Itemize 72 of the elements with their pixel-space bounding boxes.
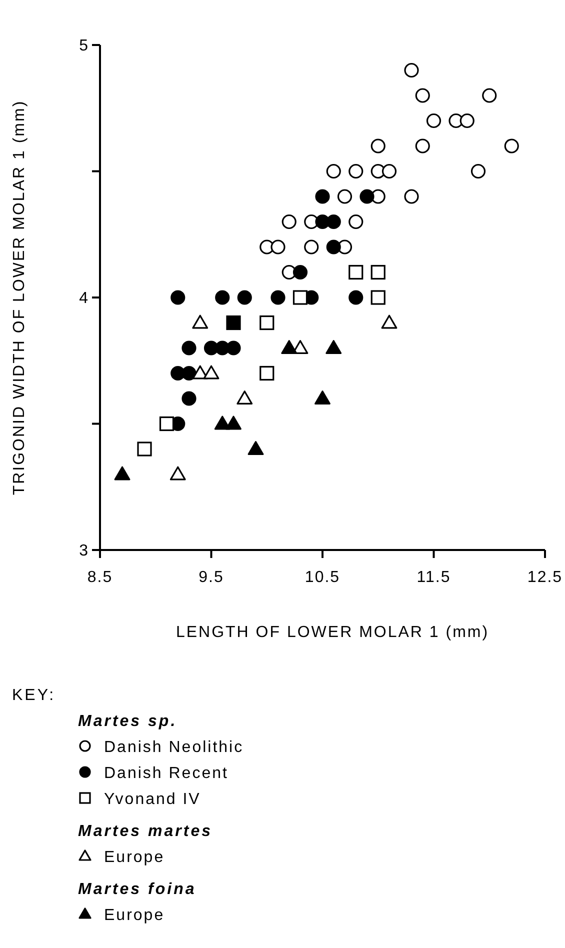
point xyxy=(248,441,264,455)
point xyxy=(415,88,430,103)
point xyxy=(404,189,419,204)
point xyxy=(348,214,364,230)
point xyxy=(326,164,341,179)
point xyxy=(114,466,130,480)
point xyxy=(237,290,252,305)
point xyxy=(504,138,519,154)
point xyxy=(260,366,274,381)
point xyxy=(170,290,186,305)
point xyxy=(292,290,308,305)
point xyxy=(182,391,196,406)
point xyxy=(282,214,296,230)
legend-label: Yvonand IV xyxy=(104,791,201,808)
x-tick-label: 8.5 xyxy=(87,569,113,586)
point xyxy=(415,138,430,154)
point xyxy=(170,466,186,480)
legend-label: Danish Neolithic xyxy=(104,739,244,756)
point xyxy=(159,416,174,432)
point xyxy=(281,340,298,354)
point xyxy=(137,442,152,456)
point xyxy=(404,62,419,78)
point xyxy=(348,164,364,179)
point xyxy=(192,314,208,329)
point xyxy=(270,240,286,254)
point xyxy=(381,314,398,329)
point xyxy=(292,264,308,280)
y-axis-title: TRIGONID WIDTH OF LOWER MOLAR 1 (mm) xyxy=(11,100,28,496)
x-tick-label: 11.5 xyxy=(416,569,451,586)
point xyxy=(348,290,364,305)
point xyxy=(226,416,242,430)
point xyxy=(482,88,497,103)
point xyxy=(192,365,208,380)
point xyxy=(315,189,330,204)
point xyxy=(304,240,319,254)
x-tick-label: 9.5 xyxy=(198,569,224,586)
text: Martes sp. xyxy=(78,713,178,730)
point xyxy=(215,290,230,305)
point xyxy=(314,390,330,404)
point xyxy=(326,240,341,254)
y-tick-label: 5 xyxy=(79,38,88,55)
point xyxy=(326,340,342,354)
point xyxy=(460,113,474,128)
point xyxy=(426,113,442,128)
x-tick-label: 12.5 xyxy=(527,569,563,586)
point xyxy=(214,416,230,430)
point xyxy=(236,390,253,404)
x-axis-title: LENGTH OF LOWER MOLAR 1 (mm) xyxy=(176,624,490,641)
text: Martes foina xyxy=(78,881,196,898)
legend-label: Europe xyxy=(104,907,165,924)
point xyxy=(226,340,241,356)
point xyxy=(326,214,341,230)
point xyxy=(348,264,364,280)
point xyxy=(270,290,286,305)
point xyxy=(370,264,386,280)
legend-title: KEY: xyxy=(12,687,56,704)
y-tick-label: 3 xyxy=(79,542,88,560)
point xyxy=(260,315,274,330)
legend-label: Danish Recent xyxy=(104,765,228,782)
point xyxy=(470,164,486,179)
point xyxy=(370,138,386,154)
text: Martes martes xyxy=(78,823,212,840)
point xyxy=(360,189,374,204)
point xyxy=(203,365,220,380)
point xyxy=(182,366,196,381)
point xyxy=(370,290,386,305)
point xyxy=(182,340,196,356)
y-tick-label: 4 xyxy=(79,290,88,308)
x-tick-label: 10.5 xyxy=(304,569,340,586)
legend-label: Europe xyxy=(104,849,165,866)
point xyxy=(337,189,352,204)
point xyxy=(382,164,397,179)
